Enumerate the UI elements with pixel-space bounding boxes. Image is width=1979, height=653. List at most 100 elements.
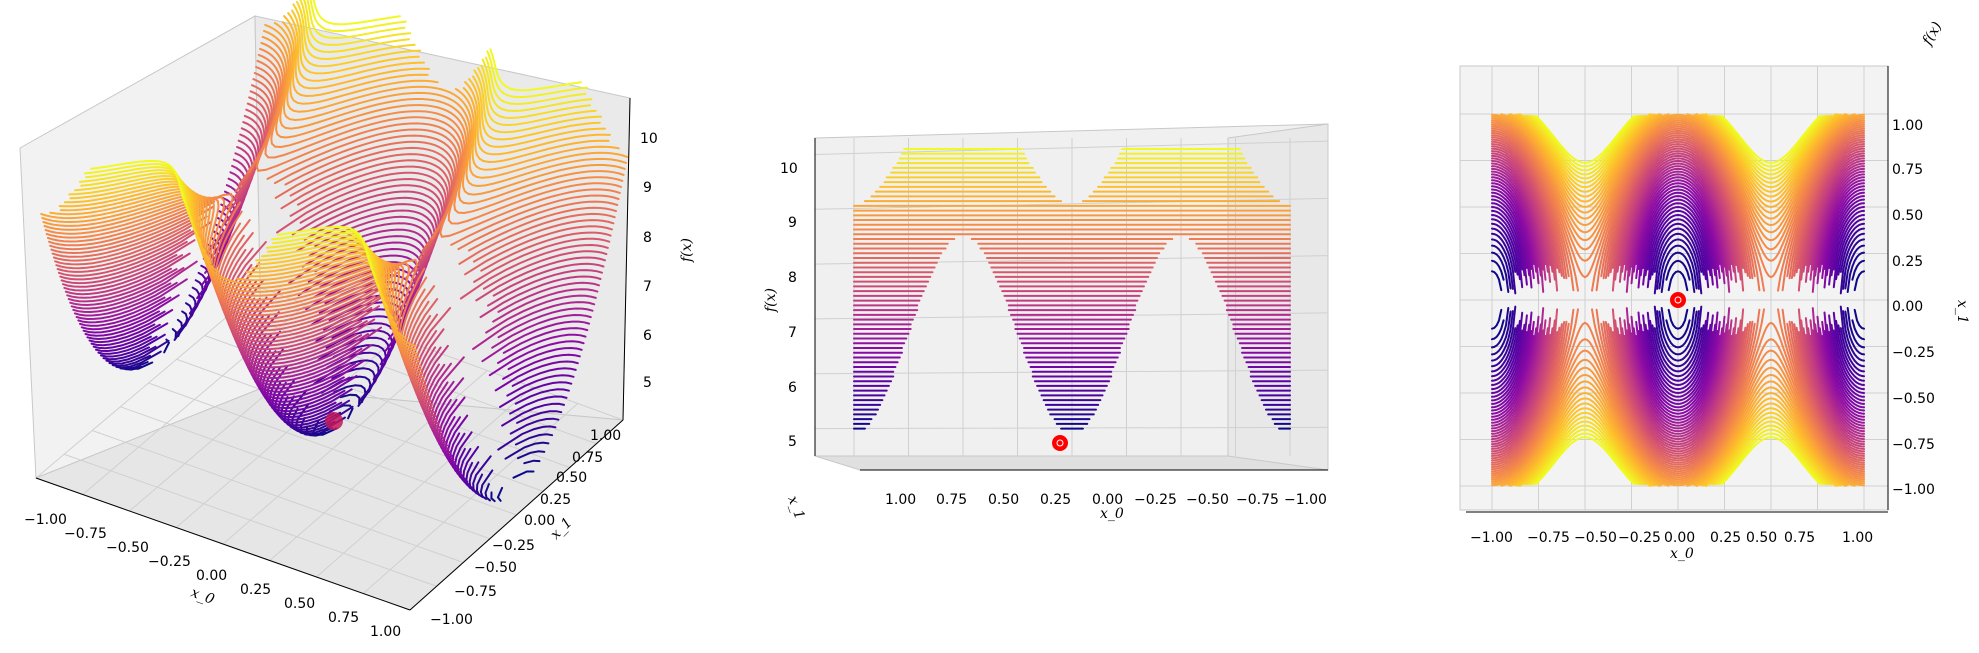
y-tick-label: −0.25: [1892, 345, 1935, 361]
z-tick-label: 8: [643, 230, 652, 246]
contour-line: [1491, 324, 1865, 378]
contour-line: [292, 3, 603, 134]
contour-line: [1491, 311, 1865, 387]
contour-line: [1491, 358, 1865, 481]
contour-line: [1491, 315, 1865, 424]
contour-line: [1491, 323, 1865, 462]
minimum-marker: [325, 412, 343, 430]
contour-line: [1525, 114, 1831, 180]
contour-line: [1491, 129, 1865, 292]
contour-line: [1491, 145, 1865, 292]
panel-perspective: −1.00 −0.75 −0.50 −0.25 0.00 0.25 0.50 0…: [19, 0, 695, 640]
x-tick-label: 0.25: [1710, 530, 1741, 546]
contour-line: [1528, 114, 1828, 176]
z-tick-label: 5: [788, 434, 797, 450]
contour-line: [1491, 319, 1865, 453]
contour-line: [1491, 170, 1865, 277]
z-tick-label: 7: [643, 279, 652, 295]
contour-line: [1491, 188, 1865, 270]
x-tick-label: 1.00: [1842, 530, 1873, 546]
contour-line: [291, 9, 601, 141]
contour-line: [1491, 205, 1865, 277]
contour-line: [1491, 310, 1865, 362]
contour-line: [1518, 411, 1838, 487]
contour-line: [1491, 167, 1865, 293]
minimum-marker-ring: [1056, 439, 1064, 447]
z-axis-label: f(x): [679, 238, 695, 263]
contour-line: [1491, 259, 1865, 281]
contour-line: [1491, 136, 1865, 279]
contour-line: [1491, 147, 1865, 281]
contour-line: [1491, 121, 1865, 251]
x-tick-label: 0.75: [1784, 530, 1815, 546]
contour-line: [1514, 402, 1842, 487]
contour-line: [1491, 307, 1865, 349]
contour-line: [1509, 113, 1847, 203]
y-axis-label: x_1: [1954, 300, 1970, 324]
grid-line: [316, 386, 533, 578]
contour-line: [1491, 307, 1865, 433]
contour-line: [1491, 322, 1865, 469]
contour-line: [1491, 140, 1865, 274]
contour-line: [264, 23, 629, 179]
y-tick-label: 0.00: [524, 513, 555, 529]
z-tick-label: 10: [640, 131, 658, 147]
grid-line: [176, 358, 544, 492]
contour-line: [1491, 308, 1865, 330]
contour-line: [1491, 308, 1865, 471]
contour-line: [1491, 335, 1865, 418]
contour-line: [1491, 338, 1865, 477]
z-tick-label: 6: [788, 380, 797, 396]
contour-line: [296, 0, 597, 127]
x-axis-top: −1.00 −0.75 −0.50 −0.25 0.00 0.25 0.50 0…: [1466, 511, 1888, 562]
z-tick-label: 9: [788, 215, 797, 231]
contour-line: [45, 196, 422, 367]
minimum-marker-ring: [1674, 296, 1682, 304]
contour-line: [1491, 319, 1865, 341]
contour-line: [1523, 416, 1833, 486]
x-tick-label: 1.00: [370, 624, 401, 640]
grid-line: [148, 382, 517, 516]
z-tick-label: 10: [780, 161, 798, 177]
contour-line: [1491, 270, 1865, 292]
contour-line: [1491, 173, 1865, 268]
contour-line: [309, 0, 588, 99]
contour-line: [1491, 323, 1865, 430]
contour-line: [1491, 332, 1865, 427]
contour-line: [1491, 329, 1865, 391]
contour-line: [44, 196, 421, 363]
contour-line: [1491, 327, 1865, 443]
contour-line: [273, 21, 620, 171]
z-axis-label: f(x): [1919, 19, 1945, 49]
x-tick-label: −0.25: [1134, 492, 1177, 508]
contour-line: [263, 29, 628, 188]
contour-line: [90, 159, 373, 269]
contour-line: [1491, 251, 1865, 293]
contour-line: [303, 0, 593, 112]
contour-line: [1491, 327, 1865, 373]
contour-line: [1491, 213, 1865, 289]
contour-line: [312, 0, 582, 92]
contour-line: [1491, 134, 1865, 280]
y-tick-label: 1.00: [590, 428, 621, 444]
contour-line: [1491, 209, 1865, 271]
contour-line: [287, 12, 606, 148]
contour-line: [1491, 162, 1865, 281]
x-tick-label: −0.50: [1574, 530, 1617, 546]
x-tick-label: 0.00: [1092, 492, 1123, 508]
y-tick-label: 0.75: [1892, 162, 1923, 178]
x-axis-label: x_0: [1100, 506, 1124, 522]
x-tick-label: 0.25: [240, 582, 271, 598]
x-tick-label: −1.00: [1284, 492, 1327, 508]
x-tick-label: −0.50: [106, 540, 149, 556]
x-tick-label: −0.25: [148, 554, 191, 570]
x-tick-label: −0.50: [1186, 492, 1229, 508]
x-axis-perspective: −1.00 −0.75 −0.50 −0.25 0.00 0.25 0.50 0…: [24, 477, 411, 640]
z-tick-label: 8: [788, 270, 797, 286]
contour-line: [1491, 159, 1865, 266]
contour-line: [1491, 310, 1865, 356]
x-axis-side: 1.00 0.75 0.50 0.25 0.00 −0.25 −0.50 −0.…: [784, 469, 1328, 522]
contour-line: [1523, 114, 1833, 184]
contour-line: [1535, 115, 1821, 164]
